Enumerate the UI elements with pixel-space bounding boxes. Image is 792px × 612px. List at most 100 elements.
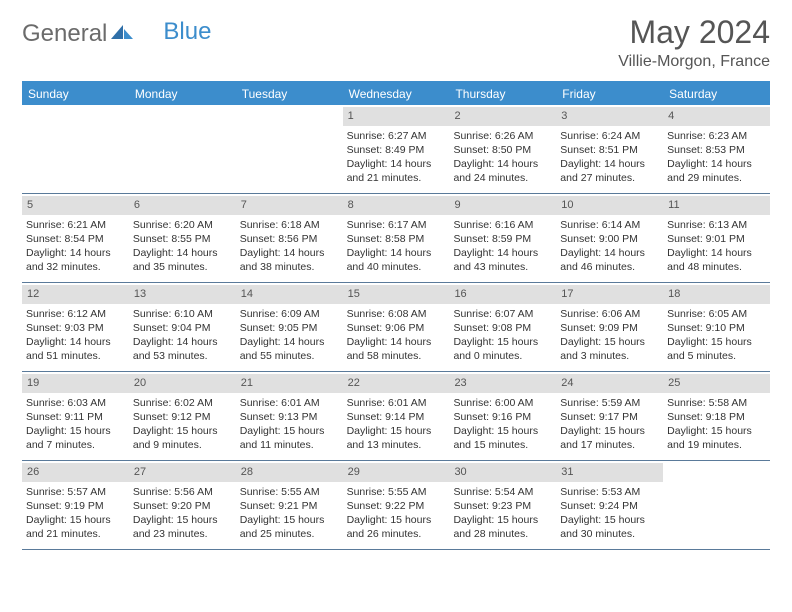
day-detail: Sunset: 9:08 PM xyxy=(453,321,552,335)
day-number: 13 xyxy=(129,285,236,304)
day-detail: Daylight: 15 hours xyxy=(26,424,125,438)
day-detail: Daylight: 14 hours xyxy=(560,246,659,260)
header: General Blue May 2024 Villie-Morgon, Fra… xyxy=(22,14,770,71)
day-cell: 31Sunrise: 5:53 AMSunset: 9:24 PMDayligh… xyxy=(556,461,663,549)
day-detail: Sunrise: 6:00 AM xyxy=(453,396,552,410)
day-detail: Sunrise: 6:03 AM xyxy=(26,396,125,410)
day-detail: Daylight: 14 hours xyxy=(240,335,339,349)
month-title: May 2024 xyxy=(618,14,770,51)
day-detail: Daylight: 15 hours xyxy=(240,424,339,438)
day-detail: and 17 minutes. xyxy=(560,438,659,452)
day-detail: and 23 minutes. xyxy=(133,527,232,541)
day-detail: Daylight: 15 hours xyxy=(453,424,552,438)
day-detail: Daylight: 15 hours xyxy=(347,424,446,438)
day-number: 24 xyxy=(556,374,663,393)
day-number: 7 xyxy=(236,196,343,215)
day-number: 17 xyxy=(556,285,663,304)
day-detail: Sunrise: 6:24 AM xyxy=(560,129,659,143)
day-detail: Sunrise: 6:07 AM xyxy=(453,307,552,321)
day-detail: Daylight: 14 hours xyxy=(453,157,552,171)
day-detail: Daylight: 14 hours xyxy=(560,157,659,171)
day-detail: and 32 minutes. xyxy=(26,260,125,274)
day-cell xyxy=(663,461,770,549)
calendar: SundayMondayTuesdayWednesdayThursdayFrid… xyxy=(22,81,770,550)
day-detail: Sunrise: 6:10 AM xyxy=(133,307,232,321)
day-detail: Sunset: 8:53 PM xyxy=(667,143,766,157)
day-number: 3 xyxy=(556,107,663,126)
day-detail: and 26 minutes. xyxy=(347,527,446,541)
day-detail: Sunset: 9:19 PM xyxy=(26,499,125,513)
day-detail: and 48 minutes. xyxy=(667,260,766,274)
day-cell: 7Sunrise: 6:18 AMSunset: 8:56 PMDaylight… xyxy=(236,194,343,282)
day-detail: Daylight: 15 hours xyxy=(453,513,552,527)
day-detail: Sunrise: 5:55 AM xyxy=(240,485,339,499)
day-cell xyxy=(129,105,236,193)
day-detail: Sunrise: 5:55 AM xyxy=(347,485,446,499)
day-detail: Sunrise: 6:06 AM xyxy=(560,307,659,321)
day-detail: Sunset: 9:16 PM xyxy=(453,410,552,424)
day-detail: and 28 minutes. xyxy=(453,527,552,541)
day-detail: Daylight: 15 hours xyxy=(133,424,232,438)
day-cell: 30Sunrise: 5:54 AMSunset: 9:23 PMDayligh… xyxy=(449,461,556,549)
week-row: 5Sunrise: 6:21 AMSunset: 8:54 PMDaylight… xyxy=(22,194,770,283)
day-cell: 3Sunrise: 6:24 AMSunset: 8:51 PMDaylight… xyxy=(556,105,663,193)
day-detail: and 24 minutes. xyxy=(453,171,552,185)
day-detail: Sunset: 9:13 PM xyxy=(240,410,339,424)
day-detail: and 11 minutes. xyxy=(240,438,339,452)
day-header: Wednesday xyxy=(343,83,450,105)
day-detail: Sunset: 9:01 PM xyxy=(667,232,766,246)
title-block: May 2024 Villie-Morgon, France xyxy=(618,14,770,71)
day-cell: 4Sunrise: 6:23 AMSunset: 8:53 PMDaylight… xyxy=(663,105,770,193)
day-detail: and 43 minutes. xyxy=(453,260,552,274)
day-cell: 27Sunrise: 5:56 AMSunset: 9:20 PMDayligh… xyxy=(129,461,236,549)
day-detail: Sunset: 9:03 PM xyxy=(26,321,125,335)
day-cell: 29Sunrise: 5:55 AMSunset: 9:22 PMDayligh… xyxy=(343,461,450,549)
day-detail: Sunrise: 6:01 AM xyxy=(347,396,446,410)
day-cell: 25Sunrise: 5:58 AMSunset: 9:18 PMDayligh… xyxy=(663,372,770,460)
day-detail: Sunset: 9:12 PM xyxy=(133,410,232,424)
day-detail: and 0 minutes. xyxy=(453,349,552,363)
day-number: 18 xyxy=(663,285,770,304)
day-detail: Sunset: 8:49 PM xyxy=(347,143,446,157)
day-number: 2 xyxy=(449,107,556,126)
day-detail: Sunrise: 5:53 AM xyxy=(560,485,659,499)
day-detail: Daylight: 15 hours xyxy=(560,424,659,438)
day-detail: Sunset: 9:05 PM xyxy=(240,321,339,335)
day-number: 31 xyxy=(556,463,663,482)
day-cell: 20Sunrise: 6:02 AMSunset: 9:12 PMDayligh… xyxy=(129,372,236,460)
day-cell: 8Sunrise: 6:17 AMSunset: 8:58 PMDaylight… xyxy=(343,194,450,282)
day-number: 21 xyxy=(236,374,343,393)
day-detail: Sunrise: 6:01 AM xyxy=(240,396,339,410)
day-detail: Sunset: 9:04 PM xyxy=(133,321,232,335)
day-detail: Sunset: 9:24 PM xyxy=(560,499,659,513)
day-detail: Sunrise: 5:57 AM xyxy=(26,485,125,499)
day-number: 6 xyxy=(129,196,236,215)
day-detail: Sunrise: 6:27 AM xyxy=(347,129,446,143)
day-cell xyxy=(236,105,343,193)
day-detail: Sunset: 8:56 PM xyxy=(240,232,339,246)
day-detail: Daylight: 14 hours xyxy=(26,246,125,260)
day-detail: Sunrise: 6:17 AM xyxy=(347,218,446,232)
day-detail: Daylight: 14 hours xyxy=(347,157,446,171)
day-detail: Sunset: 9:18 PM xyxy=(667,410,766,424)
day-detail: and 51 minutes. xyxy=(26,349,125,363)
day-detail: Daylight: 15 hours xyxy=(453,335,552,349)
day-detail: Sunrise: 5:58 AM xyxy=(667,396,766,410)
day-detail: Daylight: 14 hours xyxy=(133,246,232,260)
day-detail: Daylight: 14 hours xyxy=(347,335,446,349)
day-cell: 2Sunrise: 6:26 AMSunset: 8:50 PMDaylight… xyxy=(449,105,556,193)
day-detail: Sunrise: 6:13 AM xyxy=(667,218,766,232)
day-detail: Daylight: 14 hours xyxy=(667,157,766,171)
day-cell: 1 Sunrise: 6:27 AMSunset: 8:49 PMDaylight… xyxy=(343,105,450,193)
logo: General Blue xyxy=(22,14,211,48)
logo-text-1: General xyxy=(22,20,107,48)
day-number: 9 xyxy=(449,196,556,215)
day-cell: 15Sunrise: 6:08 AMSunset: 9:06 PMDayligh… xyxy=(343,283,450,371)
day-number: 14 xyxy=(236,285,343,304)
day-number: 1 xyxy=(343,107,450,126)
day-detail: Sunrise: 6:14 AM xyxy=(560,218,659,232)
day-detail: Daylight: 15 hours xyxy=(560,335,659,349)
day-header-row: SundayMondayTuesdayWednesdayThursdayFrid… xyxy=(22,83,770,105)
day-cell: 5Sunrise: 6:21 AMSunset: 8:54 PMDaylight… xyxy=(22,194,129,282)
day-cell: 16Sunrise: 6:07 AMSunset: 9:08 PMDayligh… xyxy=(449,283,556,371)
